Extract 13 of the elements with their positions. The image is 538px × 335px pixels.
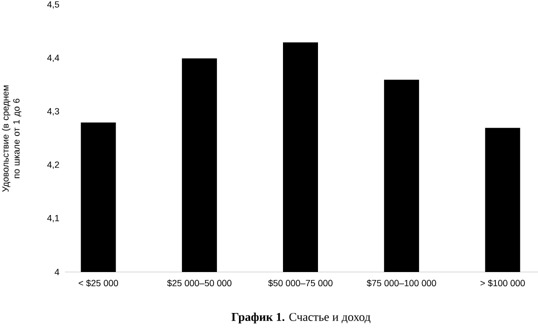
y-tick-label: 4,1 — [47, 214, 60, 222]
x-tick-label: $75 000–100 000 — [366, 280, 436, 287]
x-tick-label: $25 000–50 000 — [167, 280, 232, 287]
x-tick-label: > $100 000 — [480, 280, 525, 287]
y-tick-label: 4,4 — [47, 54, 60, 62]
y-tick-label: 4 — [54, 268, 60, 276]
text: График 1. Счастье и доход — [232, 312, 370, 324]
y-tick-label: 4,5 — [47, 1, 60, 9]
y-tick-label: 4,3 — [47, 108, 60, 116]
y-axis-title: Удовольствие (в среднем по шкале от 1 до 6 — [2, 86, 22, 192]
y-tick-label: 4,2 — [47, 161, 60, 169]
x-tick-label: < $25 000 — [78, 280, 118, 287]
x-tick-label: $50 000–75 000 — [268, 280, 333, 287]
